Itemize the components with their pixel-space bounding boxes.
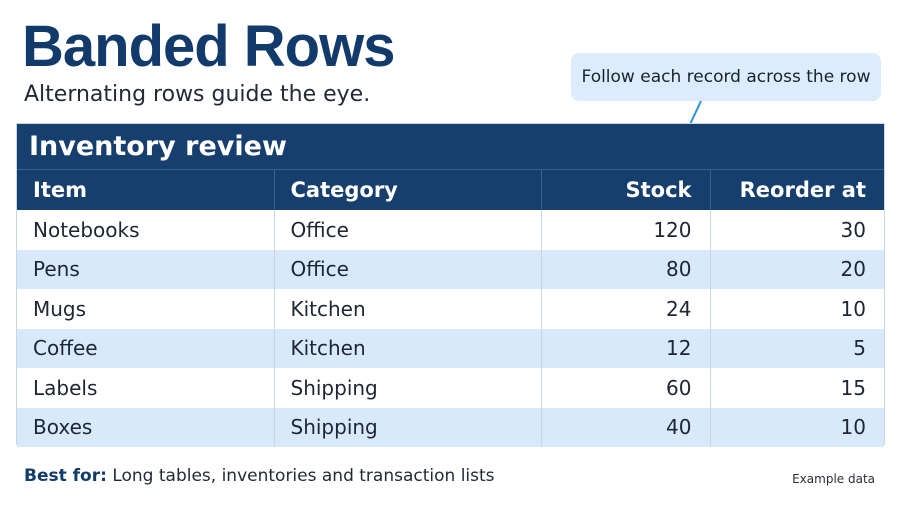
best-for-note: Best for: Long tables, inventories and t… xyxy=(24,466,495,486)
cell-item: Labels xyxy=(17,368,275,408)
cell-reorder-at: 20 xyxy=(710,249,884,289)
table-row: Mugs Kitchen 24 10 xyxy=(17,289,884,329)
column-header-stock: Stock xyxy=(541,170,711,210)
cell-category: Kitchen xyxy=(274,328,542,368)
cell-stock: 80 xyxy=(541,249,711,289)
table-title: Inventory review xyxy=(17,124,884,170)
cell-reorder-at: 15 xyxy=(840,375,866,400)
column-header-category: Category xyxy=(274,170,542,210)
column-header-reorder-at: Reorder at xyxy=(710,170,884,210)
cell-category: Kitchen xyxy=(274,289,542,329)
cell-category: Office xyxy=(274,249,542,289)
source-note: Example data xyxy=(792,472,875,486)
cell-item: Mugs xyxy=(17,289,275,329)
column-header-item: Item xyxy=(17,170,275,210)
cell-item: Pens xyxy=(17,249,275,289)
table-row: Labels Shipping 60 15 xyxy=(17,368,884,408)
cell-item: Coffee xyxy=(17,328,275,368)
header-row: Item Category Stock Reorder at xyxy=(17,170,884,210)
table-row: Pens Office 80 20 xyxy=(17,249,884,289)
cell-stock: 40 xyxy=(541,407,711,447)
page-subtitle: Alternating rows guide the eye. xyxy=(24,82,371,107)
callout-box: Follow each record across the row xyxy=(571,53,881,101)
cell-reorder-at: 30 xyxy=(840,217,866,242)
cell-item: Notebooks xyxy=(17,210,275,250)
table-row: Notebooks Office 120 30 xyxy=(17,210,884,250)
cell-reorder-at: 5 xyxy=(710,328,884,368)
best-for-text: Long tables, inventories and transaction… xyxy=(106,466,495,486)
cell-item: Boxes xyxy=(17,407,275,447)
data-table: Item Category Stock Reorder at Notebooks… xyxy=(17,170,884,447)
cell-stock: 120 xyxy=(541,210,711,250)
inventory-table: Inventory review Item Category Stock Reo… xyxy=(16,123,885,447)
cell-reorder-at: 10 xyxy=(840,296,866,321)
best-for-label: Best for: xyxy=(24,466,107,486)
cell-category: Shipping xyxy=(274,368,542,408)
callout-text: Follow each record across the row xyxy=(581,67,871,87)
table-row: Coffee Kitchen 12 5 xyxy=(17,328,884,368)
cell-category: Office xyxy=(274,210,542,250)
cell-reorder-at: 10 xyxy=(710,407,884,447)
cell-stock: 12 xyxy=(541,328,711,368)
cell-stock: 24 xyxy=(541,289,711,329)
page-title: Banded Rows xyxy=(22,14,395,79)
cell-category: Shipping xyxy=(274,407,542,447)
table-row: Boxes Shipping 40 10 xyxy=(17,407,884,447)
cell-stock: 60 xyxy=(541,368,711,408)
